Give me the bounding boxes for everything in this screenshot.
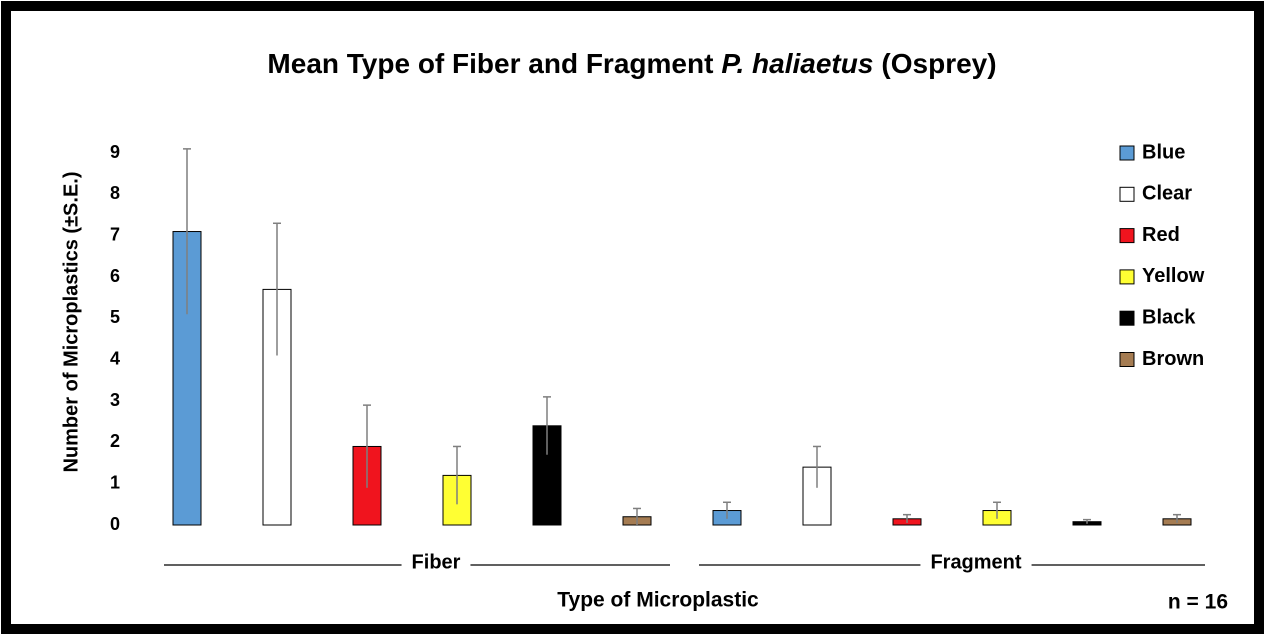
y-tick-label: 8 xyxy=(110,183,120,203)
y-tick-label: 4 xyxy=(110,348,120,368)
legend-swatch xyxy=(1119,269,1135,285)
legend-label: Black xyxy=(1142,306,1196,328)
annotation: n = 16 xyxy=(1168,591,1228,614)
legend-swatch xyxy=(1119,145,1135,161)
legend-swatch xyxy=(1119,310,1135,326)
legend-swatch xyxy=(1119,186,1135,202)
legend-label: Yellow xyxy=(1142,265,1205,287)
legend-swatch xyxy=(1119,352,1135,367)
x-group-label: Fiber xyxy=(412,551,461,573)
y-tick-label: 6 xyxy=(110,266,120,286)
legend-swatch xyxy=(1119,228,1135,244)
legend-label: Clear xyxy=(1142,183,1192,205)
y-tick-label: 2 xyxy=(110,431,120,451)
title-main: Mean Type of Fiber and Fragment xyxy=(267,48,713,79)
title-suffix: (Osprey) xyxy=(881,48,996,79)
x-group-label: Fragment xyxy=(930,551,1021,573)
legend-label: Brown xyxy=(1142,348,1204,370)
y-tick-label: 3 xyxy=(110,390,120,410)
legend-label: Blue xyxy=(1142,141,1185,163)
y-tick-label: 5 xyxy=(110,307,120,327)
y-tick-label: 0 xyxy=(110,514,120,534)
x-axis-label: Type of Microplastic xyxy=(557,589,759,612)
title-species: P. haliaetus xyxy=(721,48,873,79)
legend-label: Red xyxy=(1142,224,1180,246)
y-tick-label: 1 xyxy=(110,472,120,492)
y-tick-label: 9 xyxy=(110,142,120,162)
y-tick-label: 7 xyxy=(110,224,120,244)
chart-title: Mean Type of Fiber and Fragment P. haliae… xyxy=(267,48,996,79)
y-axis-label: Number of Microplastics (±S.E.) xyxy=(60,171,82,472)
